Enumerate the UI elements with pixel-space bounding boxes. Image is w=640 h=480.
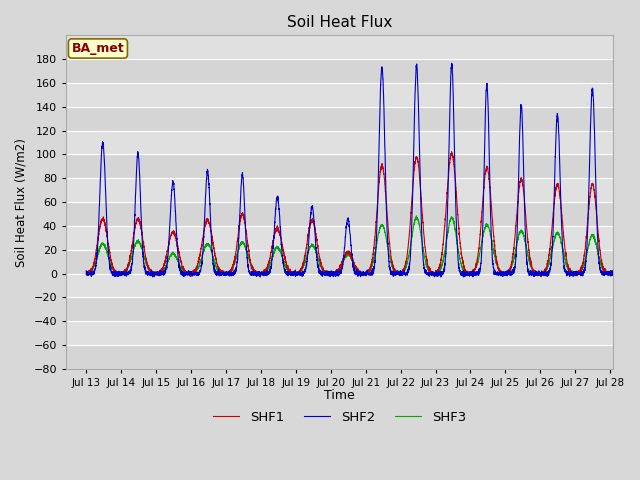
SHF1 [198,239,206,245]
SHF2 [437,274,445,280]
Bar [66,59,613,83]
SHF3 [520,230,527,236]
Line: SHF3: SHF3 [86,216,640,276]
SHF1 [417,186,424,192]
SHF2 [520,150,527,156]
Text: BA_met: BA_met [72,42,124,55]
SHF2 [387,266,394,272]
SHF1 [257,274,264,280]
SHF2 [417,184,424,190]
SHF1 [561,246,569,252]
SHF3 [83,272,90,277]
Y-axis label: Soil Heat Flux (W/m2): Soil Heat Flux (W/m2) [15,138,28,266]
SHF2 [561,267,569,273]
Legend: SHF1, SHF2, SHF3: SHF1, SHF2, SHF3 [207,406,472,429]
SHF2 [83,268,90,274]
SHF2 [448,60,456,66]
Title: Soil Heat Flux: Soil Heat Flux [287,15,392,30]
Line: SHF1: SHF1 [86,152,640,277]
X-axis label: Time: Time [324,389,355,402]
Bar [66,345,613,369]
SHF1 [387,248,394,253]
Bar [66,298,613,321]
Bar [66,155,613,178]
SHF1 [520,185,527,191]
SHF3 [417,229,424,235]
SHF3 [413,213,420,219]
SHF2 [198,259,206,264]
Bar [66,250,613,274]
SHF1 [547,240,554,246]
Bar [66,107,613,131]
SHF1 [83,269,90,275]
SHF3 [561,257,569,263]
SHF3 [198,252,206,258]
SHF3 [221,273,229,278]
SHF3 [547,253,554,259]
SHF1 [448,149,456,155]
Line: SHF2: SHF2 [86,63,640,277]
SHF2 [547,263,554,268]
SHF3 [387,257,394,263]
Bar [66,202,613,226]
